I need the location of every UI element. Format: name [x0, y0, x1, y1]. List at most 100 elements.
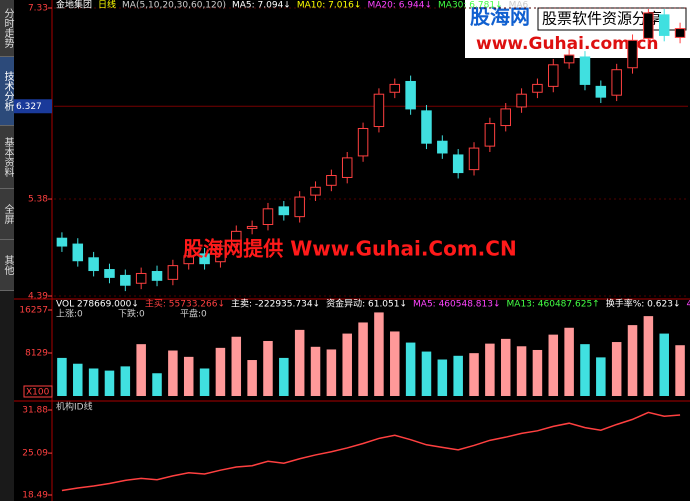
volume-bar: [183, 356, 194, 396]
volume-bar: [294, 329, 305, 396]
candle-body: [294, 196, 305, 218]
y-tick-label: 25.09: [22, 449, 48, 459]
volume-bar: [73, 363, 83, 396]
candle-body: [167, 265, 179, 280]
header-item: MA5: 7.094↓: [232, 1, 291, 11]
candle-body: [627, 39, 638, 69]
subheader: 上涨:0: [56, 309, 83, 320]
tab[interactable]: 分时走势: [0, 0, 14, 57]
y-tick-label: 31.88: [22, 406, 48, 416]
header-item: MA30: 6.781↓: [438, 1, 503, 11]
volume-bar: [627, 325, 638, 396]
candle-body: [579, 56, 591, 85]
candle-body: [120, 274, 131, 286]
candle-body: [326, 175, 337, 186]
y-tick-label: 7.33: [28, 4, 48, 14]
candle-body: [421, 110, 432, 144]
volume-bar: [643, 316, 654, 396]
candle-body: [151, 271, 163, 281]
volume-bar: [596, 357, 606, 396]
volume-bar: [231, 336, 242, 396]
candle-body: [468, 147, 480, 171]
header-item: VOL 278669.000↓: [56, 300, 139, 310]
volume-bar: [88, 368, 99, 396]
candle-body: [104, 269, 115, 278]
header-item: MA5: 460548.813↓: [413, 300, 500, 310]
volume-bar: [263, 340, 273, 396]
candle-body: [643, 12, 654, 39]
panel-title: 机构ID线: [56, 401, 93, 413]
indicator-line: [61, 411, 681, 492]
header-item: MA6: [509, 1, 529, 11]
candle-body: [183, 255, 194, 265]
y-tick-label: 18.49: [22, 491, 48, 501]
tab[interactable]: 技术分析: [0, 57, 14, 126]
candle-body: [452, 154, 464, 174]
candle-body: [278, 206, 290, 216]
candle-body: [199, 253, 210, 265]
unit-box: [23, 385, 53, 398]
candle-body: [658, 14, 670, 36]
candle-body: [405, 80, 416, 110]
header-item: 460548.813↓: [687, 300, 690, 310]
logo-slogan: 股票软件资源分享: [542, 10, 662, 28]
volume-bar: [564, 327, 574, 396]
candle-body: [357, 127, 369, 157]
candle-body: [72, 243, 84, 262]
volume-bar: [405, 342, 416, 396]
volume-bar: [437, 359, 448, 396]
volume-bar: [326, 349, 337, 396]
volume-bar: [57, 357, 67, 396]
volume-bar: [500, 338, 511, 396]
y-tick-label: 5.38: [28, 195, 48, 205]
candle-body: [532, 83, 543, 93]
candle-body: [611, 69, 622, 96]
volume-bar: [421, 351, 432, 396]
candle-body: [484, 123, 496, 147]
header-item: 日线: [98, 0, 116, 11]
candle-body: [262, 208, 274, 225]
volume-bar: [516, 346, 527, 396]
candle-body: [563, 54, 575, 64]
volume-bar: [532, 349, 543, 396]
header-item: MA(5,10,20,30,60,120): [122, 1, 226, 11]
volume-bar: [199, 368, 210, 396]
volume-bar: [247, 360, 257, 396]
candle-body: [595, 85, 607, 98]
volume-bar: [453, 355, 463, 396]
y-tick-label: 8129: [25, 348, 48, 358]
candle-body: [437, 140, 448, 154]
volume-bar: [358, 322, 368, 396]
candle-body: [389, 83, 401, 93]
candle-body: [310, 186, 321, 196]
volume-bar: [611, 342, 622, 396]
candle-body: [231, 230, 242, 245]
tab[interactable]: 基本资料: [0, 126, 14, 189]
tab[interactable]: 其他: [0, 240, 14, 291]
tab[interactable]: 全屏: [0, 189, 14, 240]
volume-bar: [136, 344, 146, 396]
header-item: MA20: 6.944↓: [367, 1, 432, 11]
volume-bar: [279, 357, 289, 396]
candle-body: [373, 93, 385, 128]
watermark: 股海网提供 Www.Guhai.Com.CN: [183, 237, 516, 261]
candle-body: [516, 93, 527, 108]
volume-bar: [310, 346, 321, 396]
volume-bar: [215, 347, 226, 396]
y-tick-label: 16257: [19, 306, 48, 316]
header-item: 金地集团: [56, 0, 92, 11]
volume-bar: [342, 333, 352, 396]
header-item: 主卖: -222935.734↓: [231, 298, 320, 310]
candle-body: [341, 157, 353, 178]
volume-bar: [120, 366, 131, 396]
logo-url: www.Guhai.com.cn: [476, 34, 659, 54]
volume-bar: [469, 353, 479, 396]
volume-bar: [168, 350, 178, 396]
volume-bar: [485, 343, 495, 396]
volume-bar: [152, 373, 162, 396]
logo-frame: [537, 7, 687, 31]
candle-body: [500, 108, 511, 127]
candle-body: [548, 64, 559, 87]
